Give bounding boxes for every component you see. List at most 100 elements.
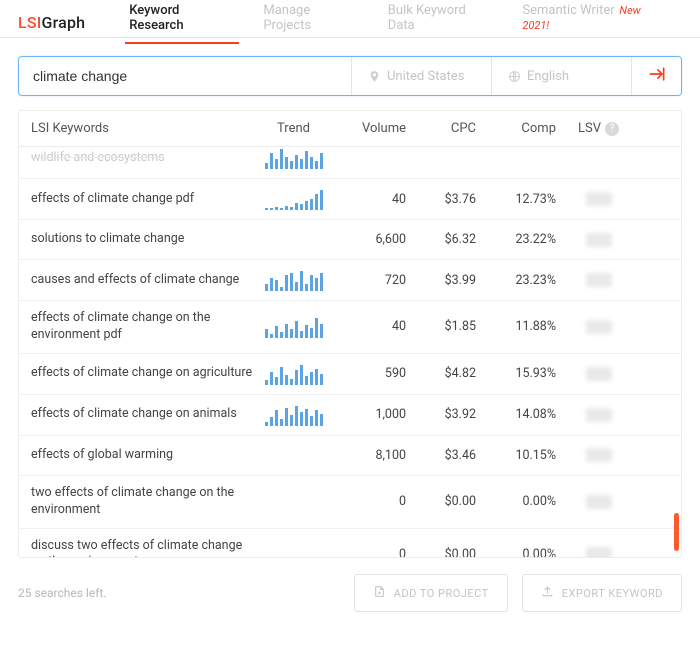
export-icon bbox=[541, 585, 554, 601]
lsv-locked bbox=[586, 367, 612, 381]
lsv-locked bbox=[586, 320, 612, 334]
globe-icon bbox=[508, 70, 521, 83]
table-row[interactable]: effects of climate change on animals 1,00… bbox=[19, 395, 681, 436]
volume-value: 0 bbox=[399, 547, 406, 557]
cpc-value: $3.46 bbox=[445, 448, 476, 463]
table-row[interactable]: solutions to climate change 6,600 $6.32 23.… bbox=[19, 220, 681, 260]
table-row[interactable]: effects of climate change pdf 40 $3.76 12.7… bbox=[19, 179, 681, 220]
scrollbar-thumb[interactable] bbox=[674, 513, 679, 551]
volume-value: 590 bbox=[385, 366, 406, 381]
language-label: English bbox=[527, 69, 569, 84]
table-row[interactable]: effects of global warming 8,100 $3.46 10.15… bbox=[19, 436, 681, 476]
lsv-locked bbox=[586, 192, 612, 206]
comp-value: 23.22% bbox=[515, 232, 556, 247]
cpc-value: $3.92 bbox=[445, 407, 476, 422]
search-submit-button[interactable] bbox=[631, 57, 681, 95]
nav-item[interactable]: Bulk Keyword Data bbox=[374, 3, 509, 43]
volume-value: 40 bbox=[392, 319, 406, 334]
trend-sparkline bbox=[256, 188, 331, 210]
location-pin-icon bbox=[368, 70, 381, 83]
volume-value: 6,600 bbox=[375, 232, 406, 247]
keyword-text: effects of global warming bbox=[31, 447, 256, 464]
comp-value: 23.23% bbox=[515, 273, 556, 288]
footer-bar: 25 searches left. ADD TO PROJECT EXPORT … bbox=[0, 558, 700, 632]
top-nav: LSIGraph Keyword ResearchManage Projects… bbox=[0, 0, 700, 38]
nav-item[interactable]: Keyword Research bbox=[115, 3, 249, 43]
col-lsv[interactable]: LSV ? bbox=[556, 121, 641, 136]
volume-value: 720 bbox=[385, 273, 406, 288]
keyword-text: effects of climate change on the environ… bbox=[31, 310, 256, 344]
comp-value: 12.73% bbox=[515, 192, 556, 207]
volume-value: 40 bbox=[392, 192, 406, 207]
cpc-value: $6.32 bbox=[445, 232, 476, 247]
search-section: United States English bbox=[0, 38, 700, 106]
add-to-project-label: ADD TO PROJECT bbox=[394, 587, 489, 600]
trend-sparkline bbox=[256, 316, 331, 338]
location-selector[interactable]: United States bbox=[351, 57, 491, 95]
keyword-text: effects of climate change on agriculture bbox=[31, 365, 256, 382]
trend-sparkline bbox=[256, 404, 331, 426]
cpc-value: $3.76 bbox=[445, 192, 476, 207]
language-selector[interactable]: English bbox=[491, 57, 631, 95]
export-keyword-button[interactable]: EXPORT KEYWORD bbox=[522, 574, 682, 612]
cpc-value: $3.99 bbox=[445, 273, 476, 288]
keyword-text: effects of climate change pdf bbox=[31, 191, 256, 208]
table-row[interactable]: effects of climate change on agriculture… bbox=[19, 354, 681, 395]
trend-sparkline bbox=[256, 147, 331, 169]
comp-value: 14.08% bbox=[515, 407, 556, 422]
trend-sparkline bbox=[256, 269, 331, 291]
cpc-value: $0.00 bbox=[445, 547, 476, 557]
lsv-locked bbox=[586, 495, 612, 509]
export-keyword-label: EXPORT KEYWORD bbox=[562, 587, 663, 600]
col-trend[interactable]: Trend bbox=[256, 121, 331, 136]
comp-value: 15.93% bbox=[515, 366, 556, 381]
nav-item[interactable]: Manage Projects bbox=[249, 3, 373, 43]
logo-part1: LSI bbox=[18, 13, 41, 32]
volume-value: 0 bbox=[399, 494, 406, 509]
help-icon[interactable]: ? bbox=[605, 122, 619, 136]
comp-value: 11.88% bbox=[515, 319, 556, 334]
keyword-text: two effects of climate change on the env… bbox=[31, 485, 256, 519]
table-body: wildlife and ecosystems effects of climat… bbox=[19, 147, 681, 557]
comp-value: 10.15% bbox=[515, 448, 556, 463]
table-row[interactable]: discuss two effects of climate change on… bbox=[19, 529, 681, 558]
keyword-text: effects of climate change on animals bbox=[31, 406, 256, 423]
keyword-text: causes and effects of climate change bbox=[31, 272, 256, 289]
col-comp[interactable]: Comp bbox=[476, 121, 556, 136]
location-label: United States bbox=[387, 69, 464, 84]
results-table: LSI Keywords Trend Volume CPC Comp LSV ?… bbox=[18, 110, 682, 558]
table-row[interactable]: causes and effects of climate change 720 $… bbox=[19, 260, 681, 301]
add-to-project-button[interactable]: ADD TO PROJECT bbox=[354, 574, 508, 612]
col-volume[interactable]: Volume bbox=[331, 121, 406, 136]
table-header: LSI Keywords Trend Volume CPC Comp LSV ? bbox=[19, 111, 681, 147]
search-bar: United States English bbox=[18, 56, 682, 96]
volume-value: 1,000 bbox=[375, 407, 406, 422]
trend-sparkline bbox=[256, 363, 331, 385]
lsv-locked bbox=[586, 408, 612, 422]
lsv-locked bbox=[586, 448, 612, 462]
col-cpc[interactable]: CPC bbox=[406, 121, 476, 136]
lsv-locked bbox=[586, 273, 612, 287]
logo-part2: Graph bbox=[41, 13, 85, 32]
nav-badge: New 2021! bbox=[522, 4, 640, 32]
cpc-value: $4.82 bbox=[445, 366, 476, 381]
comp-value: 0.00% bbox=[522, 547, 556, 557]
table-row[interactable]: wildlife and ecosystems bbox=[19, 147, 681, 179]
table-row[interactable]: effects of climate change on the environ… bbox=[19, 301, 681, 354]
volume-value: 8,100 bbox=[375, 448, 406, 463]
col-keywords[interactable]: LSI Keywords bbox=[31, 121, 256, 136]
keyword-text: solutions to climate change bbox=[31, 231, 256, 248]
searches-remaining: 25 searches left. bbox=[18, 586, 340, 600]
keyword-text: wildlife and ecosystems bbox=[31, 150, 256, 167]
keyword-input[interactable] bbox=[19, 68, 351, 84]
cpc-value: $0.00 bbox=[445, 494, 476, 509]
nav-item[interactable]: Semantic Writer New 2021! bbox=[508, 3, 682, 43]
lsv-locked bbox=[586, 547, 612, 557]
logo: LSIGraph bbox=[18, 13, 85, 32]
enter-arrow-icon bbox=[647, 64, 667, 88]
keyword-text: discuss two effects of climate change on… bbox=[31, 538, 256, 558]
nav-items: Keyword ResearchManage ProjectsBulk Keyw… bbox=[115, 3, 682, 43]
table-row[interactable]: two effects of climate change on the env… bbox=[19, 476, 681, 529]
file-plus-icon bbox=[373, 585, 386, 601]
lsv-locked bbox=[586, 233, 612, 247]
